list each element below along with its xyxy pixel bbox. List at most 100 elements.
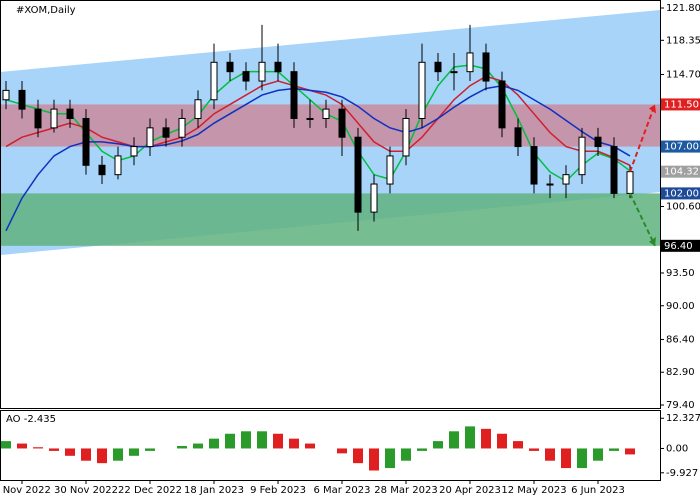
osc-bar [401, 448, 411, 461]
candle-body [546, 183, 554, 186]
osc-bar [129, 448, 139, 456]
osc-bar [49, 448, 59, 451]
osc-bar [433, 441, 443, 449]
osc-bar [289, 438, 299, 449]
osc-bar [609, 448, 619, 451]
osc-bar [273, 433, 283, 449]
y-tick-label: 114.70 [666, 69, 700, 80]
candle-body [466, 52, 474, 73]
ma-line [5, 84, 631, 232]
level-label: 111.50 [664, 99, 699, 110]
osc-bar [33, 447, 43, 449]
level-label: 107.00 [664, 142, 699, 153]
y-tick-label: 82.90 [666, 367, 695, 378]
oscillator-panel [1, 426, 635, 471]
y-tick-label: 86.40 [666, 334, 695, 345]
candle-body [450, 71, 458, 74]
x-tick-label: 6 Mar 2023 [313, 485, 370, 496]
level-box [661, 140, 700, 153]
candle-body [162, 127, 170, 138]
osc-bar [193, 443, 203, 449]
y-tick-label: 121.80 [666, 3, 700, 14]
x-tick-label: 12 May 2023 [501, 485, 566, 496]
candle-body [578, 136, 586, 176]
forecast-arrow [629, 104, 656, 173]
price-frame [0, 0, 661, 409]
candle-body [226, 61, 234, 73]
y-tick-label: 93.50 [666, 268, 695, 279]
osc-bar [385, 448, 395, 469]
candle-body [418, 61, 426, 119]
candle-body [50, 108, 58, 129]
candle-body [610, 146, 618, 194]
candle-body [594, 136, 602, 148]
x-tick-label: 18 Jan 2023 [184, 485, 244, 496]
candle-body [274, 61, 282, 73]
candle-body [354, 136, 362, 213]
candle-body [338, 108, 346, 138]
level-label: 96.40 [664, 241, 693, 252]
osc-bar [113, 448, 123, 461]
osc-bar [257, 431, 267, 449]
candle-body [34, 108, 42, 129]
osc-bar [449, 431, 459, 449]
osc-bar [529, 448, 539, 451]
osc-bar [17, 443, 27, 449]
osc-bar [497, 433, 507, 449]
osc-bar [65, 448, 75, 456]
band [0, 193, 660, 246]
band [0, 104, 660, 147]
ma-line [5, 64, 631, 183]
candle-body [146, 127, 154, 148]
candle-body [258, 61, 266, 82]
x-tick-label: 30 Nov 2022 [54, 485, 118, 496]
candle-body [242, 71, 250, 82]
osc-bar [417, 448, 427, 451]
osc-bar [225, 433, 235, 449]
osc-bar [625, 448, 635, 455]
osc-bar [337, 448, 347, 454]
x-tick-label: 6 Jun 2023 [571, 485, 625, 496]
candle-body [178, 117, 186, 138]
osc-bar [577, 448, 587, 469]
chart-title: #XOM,Daily [16, 5, 76, 16]
candle-body [386, 155, 394, 185]
candle-body [626, 171, 634, 194]
candle-body [530, 146, 538, 185]
candle-body [98, 164, 106, 176]
candle-body [66, 108, 74, 119]
osc-bar [513, 441, 523, 449]
osc-bar [305, 443, 315, 449]
osc-bar [465, 426, 475, 449]
candle-body [498, 80, 506, 129]
osc-bar [369, 448, 379, 471]
candle-body [194, 99, 202, 119]
osc-bar [177, 446, 187, 449]
candle-body [130, 146, 138, 157]
y-tick-label: 100.60 [666, 202, 700, 213]
level-box [661, 98, 700, 111]
osc-tick-label: -9.927 [666, 468, 698, 479]
osc-bar [145, 448, 155, 451]
level-box [661, 165, 700, 178]
candle-body [562, 174, 570, 185]
osc-frame [0, 410, 661, 481]
candle-body [322, 108, 330, 119]
x-tick-label: 22 Dec 2022 [118, 485, 182, 496]
level-label: 104.32 [664, 167, 699, 178]
osc-bar [209, 438, 219, 449]
osc-bar [241, 431, 251, 449]
osc-bar [1, 441, 11, 449]
candle-body [306, 117, 314, 120]
candle-body [370, 183, 378, 213]
osc-bar [353, 448, 363, 464]
price-panel [0, 9, 660, 256]
osc-tick-label: 0.00 [666, 443, 688, 454]
level-box [661, 239, 700, 252]
candle-body [290, 71, 298, 119]
candle-body [18, 89, 26, 110]
y-tick-label: 90.00 [666, 301, 695, 312]
osc-bar [545, 448, 555, 461]
candle-body [434, 61, 442, 73]
